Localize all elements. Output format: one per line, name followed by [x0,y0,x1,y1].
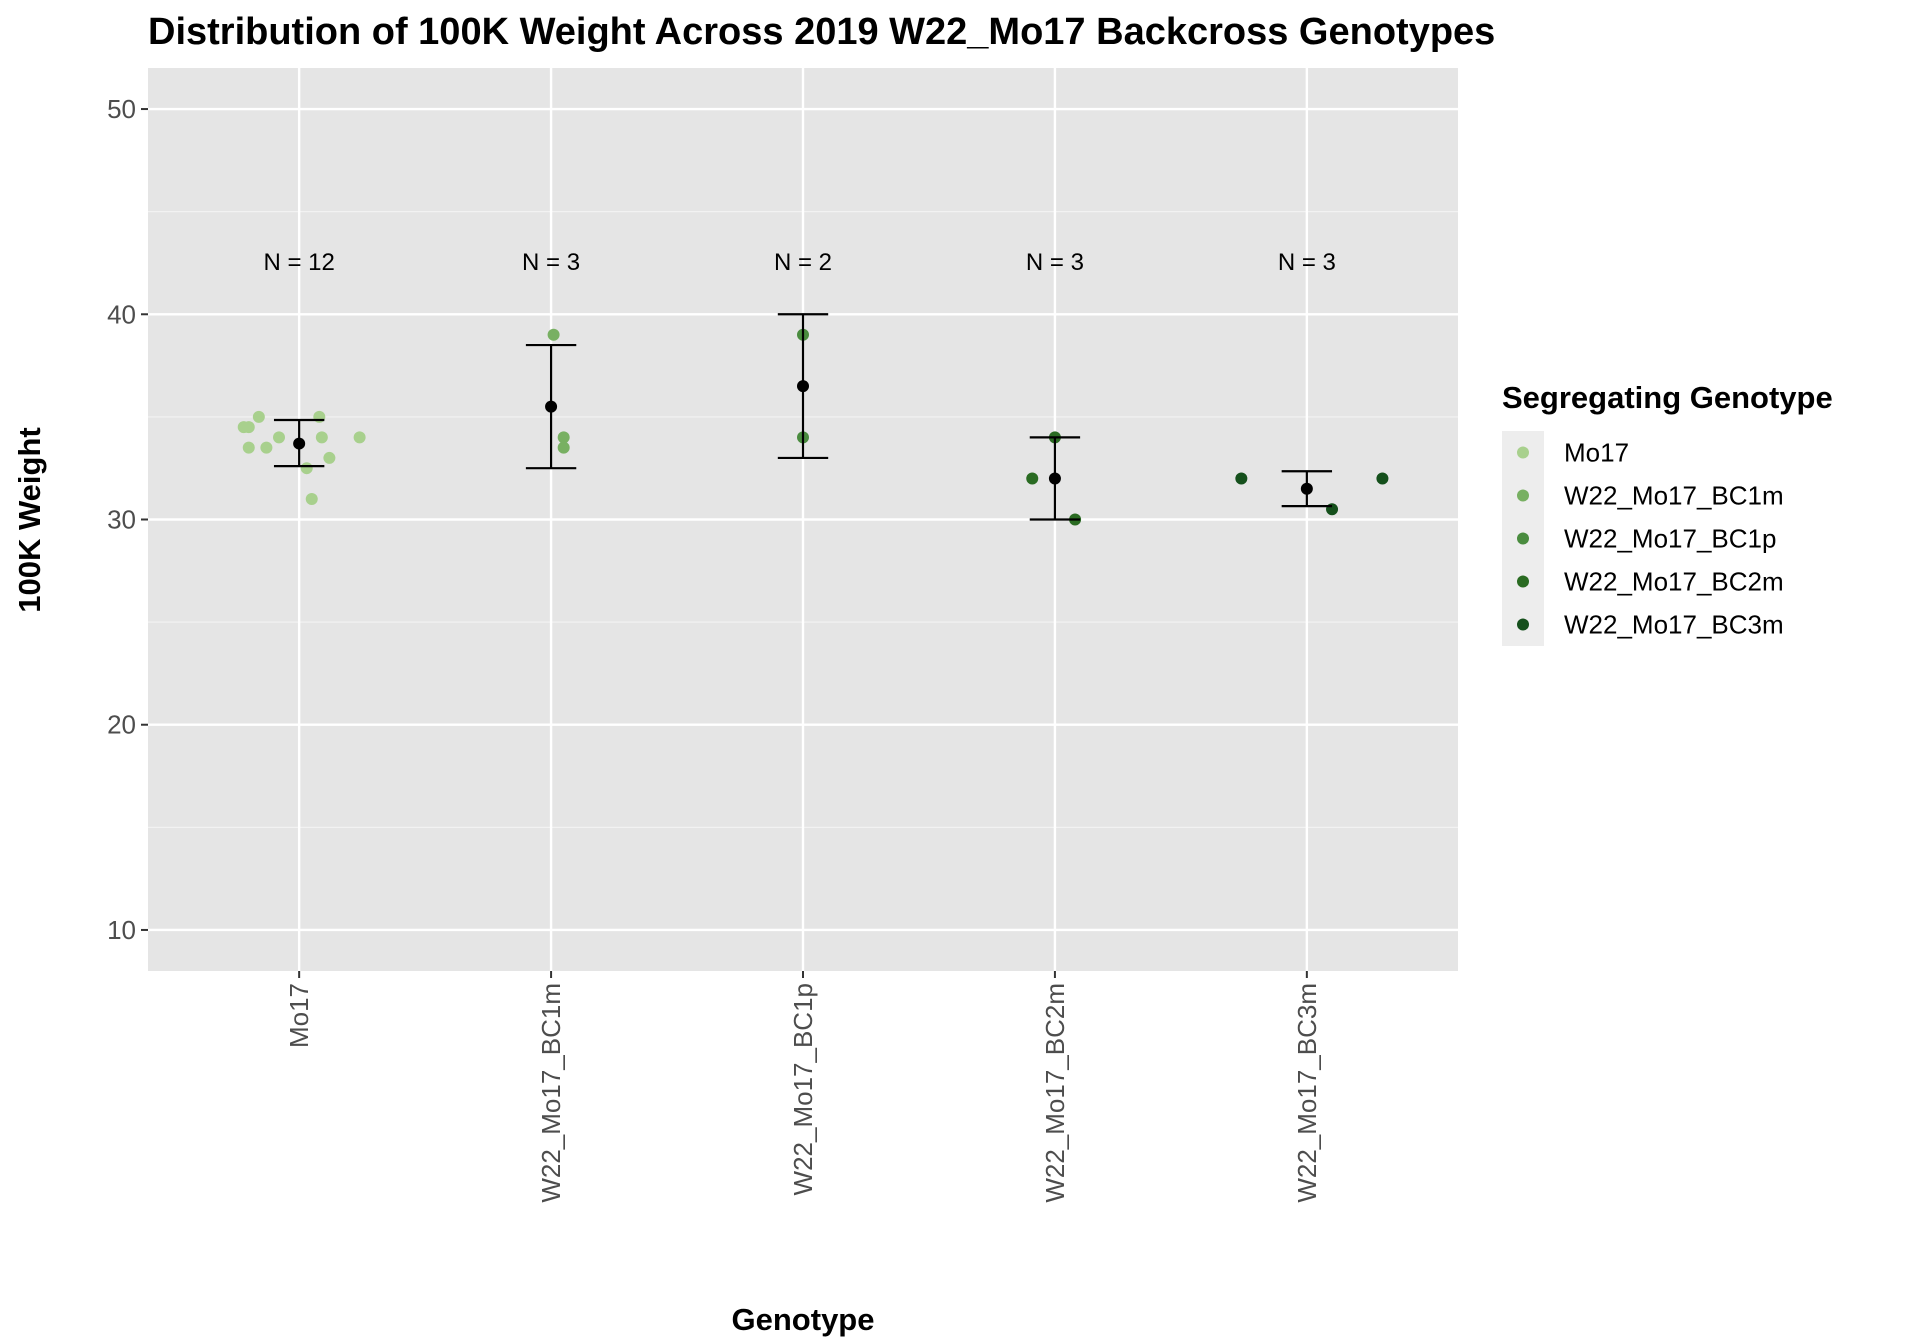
data-marks: N = 12 N = 3 N = 2 N = 3 N = 3 [237,249,1389,526]
legend-key [1517,532,1529,545]
legend-key [1517,575,1529,588]
data-point [252,410,265,423]
n-label: N = 3 [1278,249,1336,276]
data-point [1026,472,1039,485]
x-tick-label: W22_Mo17_BC1m [536,983,566,1203]
x-tick-label: W22_Mo17_BC3m [1292,983,1322,1203]
mean-point [1048,472,1061,485]
grid-lines [148,68,1458,971]
data-point [260,441,273,454]
x-tick-label: Mo17 [284,983,314,1048]
legend-label: W22_Mo17_BC3m [1564,610,1784,640]
n-label: N = 3 [522,249,580,276]
data-point [1235,472,1248,485]
n-label: N = 2 [774,249,832,276]
data-point [323,451,336,464]
legend-key [1517,618,1529,631]
legend-title: Segregating Genotype [1502,380,1833,415]
data-point [315,431,328,444]
y-tick-label: 50 [107,94,136,124]
x-tick-label: W22_Mo17_BC1p [788,983,818,1195]
mean-point [545,400,558,413]
y-tick-label: 30 [107,505,136,535]
data-point [353,431,366,444]
data-point [242,441,255,454]
mean-point [797,380,809,393]
legend-label: Mo17 [1564,438,1629,468]
data-point [300,462,313,475]
data-point [557,441,570,454]
data-point [557,431,570,444]
data-point [547,328,560,341]
legend-key [1517,489,1529,502]
data-point [305,492,318,505]
mean-point [293,437,306,450]
n-label: N = 12 [263,249,334,276]
x-tick-label: W22_Mo17_BC2m [1040,983,1070,1203]
y-tick-label: 20 [107,710,136,740]
legend-label: W22_Mo17_BC1p [1564,524,1776,554]
data-point [1326,503,1339,516]
data-point [242,421,255,434]
legend: Segregating Genotype Mo17 W22_Mo17_BC1m W2… [1502,380,1833,646]
legend-label: W22_Mo17_BC2m [1564,567,1784,597]
y-tick-label: 10 [107,915,136,945]
mean-point [1300,482,1313,495]
x-axis-label: Genotype [732,1302,875,1337]
legend-label: W22_Mo17_BC1m [1564,481,1784,511]
y-axis: 10 20 30 40 50 [107,94,148,945]
data-point [273,431,285,444]
legend-key [1517,446,1529,459]
n-label: N = 3 [1026,249,1084,276]
x-axis: Mo17 W22_Mo17_BC1m W22_Mo17_BC1p W22_Mo17_B… [284,971,1322,1203]
legend-items: Mo17 W22_Mo17_BC1m W22_Mo17_BC1p W22_Mo17_B… [1502,431,1784,646]
y-tick-label: 40 [107,299,136,329]
chart-title: Distribution of 100K Weight Across 2019 … [148,11,1495,53]
data-point [1376,472,1389,485]
data-point [313,410,326,423]
y-axis-label: 100K Weight [12,427,47,612]
